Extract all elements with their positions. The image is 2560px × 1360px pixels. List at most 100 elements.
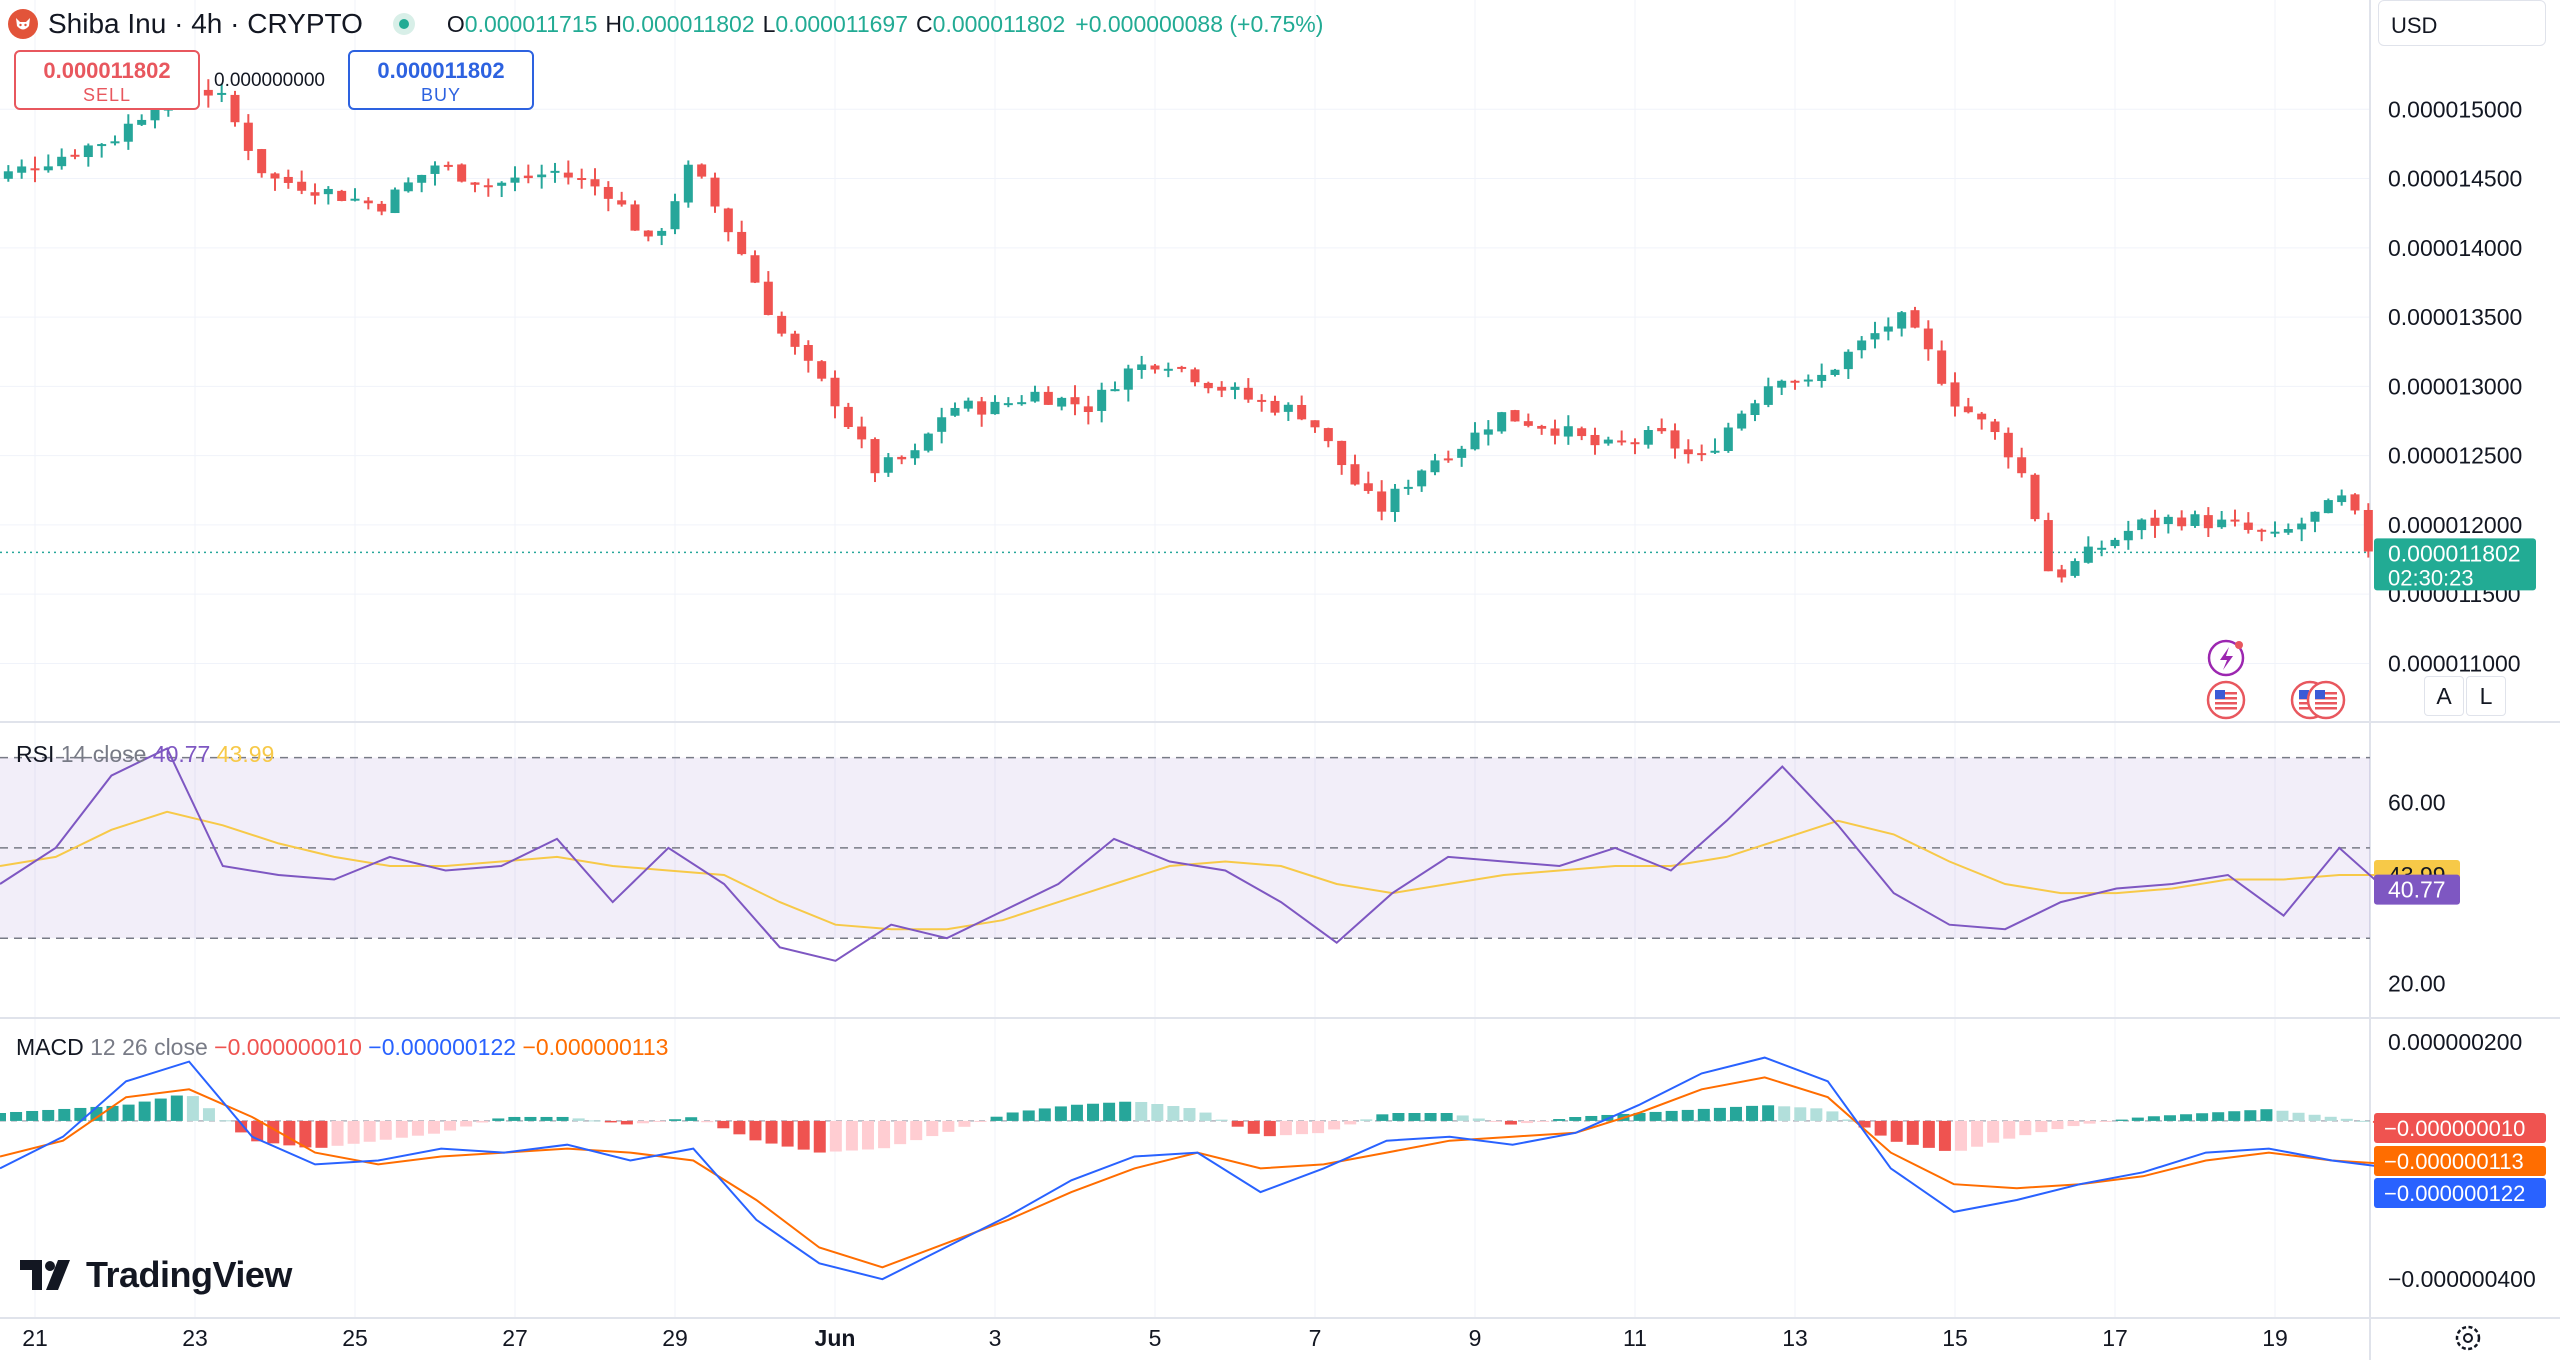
candle-body — [417, 174, 427, 183]
candle-body — [937, 417, 947, 432]
macd-histogram-bar — [2196, 1113, 2209, 1121]
macd-histogram-bar — [685, 1117, 698, 1121]
candle — [1083, 395, 1093, 425]
candle — [1883, 317, 1893, 341]
symbol-title[interactable]: Shiba Inu · 4h · CRYPTO — [48, 8, 363, 39]
candle-body — [1017, 402, 1027, 405]
macd-legend[interactable]: MACD 12 26 close −0.000000010 −0.0000001… — [16, 1034, 668, 1061]
candle-body — [1723, 427, 1733, 451]
candle-body — [883, 457, 893, 473]
candle-body — [1523, 421, 1533, 426]
macd-histogram-bar — [2115, 1119, 2128, 1121]
rsi-legend[interactable]: RSI 14 close 40.77 43.99 — [16, 741, 274, 768]
tradingview-logo[interactable]: TradingView — [20, 1254, 292, 1296]
candle — [550, 162, 560, 183]
candle-body — [1003, 403, 1013, 406]
candle — [2097, 540, 2107, 557]
macd-histogram-bar — [2276, 1110, 2289, 1121]
candle-body — [1630, 442, 1640, 445]
candle — [1963, 397, 1973, 414]
currency-select[interactable]: USD — [2378, 0, 2546, 46]
candle-body — [1270, 400, 1280, 413]
candle-body — [2003, 432, 2013, 458]
candle-body — [857, 426, 867, 440]
candle — [883, 453, 893, 477]
change-value: +0.000000088 (+0.75%) — [1075, 10, 1324, 37]
macd-histogram-bar — [1585, 1115, 1598, 1121]
candle-body — [43, 166, 53, 171]
macd-histogram-bar — [0, 1113, 6, 1121]
auto-scale-button[interactable]: A — [2424, 676, 2464, 716]
macd-histogram-bar — [2163, 1115, 2176, 1121]
symbol-legend: Shiba Inu · 4h · CRYPTO O 0.000011715 H 0.… — [8, 6, 1323, 42]
rsi-ma-value: 43.99 — [216, 741, 275, 767]
candle — [830, 370, 840, 419]
candle-body — [1403, 486, 1413, 489]
candle — [750, 250, 760, 284]
macd-histogram-bar — [2324, 1116, 2337, 1121]
settings-gear-icon[interactable] — [2455, 1325, 2481, 1351]
open-value: 0.000011715 — [464, 10, 598, 37]
candle-body — [830, 377, 840, 407]
candle — [1243, 378, 1253, 403]
macd-histogram-bar — [1263, 1120, 1276, 1137]
candle — [977, 396, 987, 427]
macd-histogram-bar — [701, 1120, 714, 1123]
log-scale-button[interactable]: L — [2466, 676, 2506, 716]
candlestick-series[interactable] — [3, 75, 2373, 583]
macd-histogram-bar — [2099, 1120, 2112, 1122]
macd-histogram-bar — [1488, 1120, 1501, 1122]
candle-body — [2283, 529, 2293, 533]
macd-histogram-bar — [202, 1108, 215, 1121]
tradingview-wordmark: TradingView — [86, 1254, 292, 1295]
candle — [1483, 420, 1493, 446]
macd-axis-tick-label: 0.000000200 — [2388, 1029, 2522, 1055]
candle-body — [497, 182, 507, 186]
candle-body — [1923, 328, 1933, 350]
candle — [777, 311, 787, 337]
candle-body — [1337, 440, 1347, 466]
candle-body — [1963, 406, 1973, 413]
candle-body — [1737, 413, 1747, 429]
macd-histogram-bar — [1408, 1113, 1421, 1121]
candle-body — [230, 94, 240, 123]
candle — [1910, 306, 1920, 329]
candle — [470, 182, 480, 193]
candle-body — [1710, 450, 1720, 453]
candle — [1737, 410, 1747, 431]
candle — [1403, 479, 1413, 495]
candle-body — [483, 185, 493, 188]
candle — [1043, 386, 1053, 405]
candle-body — [1163, 368, 1173, 371]
candle — [2043, 512, 2053, 572]
candle-body — [1910, 310, 1920, 328]
time-axis-tick-label: 25 — [342, 1325, 368, 1351]
macd-hist-badge — [2374, 1113, 2546, 1143]
macd-histogram-bar — [122, 1104, 135, 1121]
price-axis-tick-label: 0.000015000 — [2388, 96, 2522, 122]
candle-body — [1150, 365, 1160, 370]
buy-button[interactable]: 0.000011802 BUY — [348, 50, 534, 110]
candle — [963, 397, 973, 412]
macd-histogram-bar — [1183, 1108, 1196, 1121]
macd-histogram-bar — [958, 1120, 971, 1127]
macd-histogram-bar — [1006, 1112, 1019, 1121]
macd-histogram-bar — [395, 1120, 408, 1138]
candle — [1457, 445, 1467, 467]
candle-body — [1537, 425, 1547, 429]
macd-histogram-bar — [1729, 1106, 1742, 1121]
candle-body — [1043, 391, 1053, 405]
candle-body — [763, 281, 773, 315]
candle-body — [2137, 519, 2147, 531]
candle-body — [1350, 464, 1360, 485]
sell-button[interactable]: 0.000011802 SELL — [14, 50, 200, 110]
candle-body — [2057, 569, 2067, 578]
candle — [83, 143, 93, 167]
time-axis-tick-label: 23 — [182, 1325, 208, 1351]
macd-histogram-bar — [26, 1110, 39, 1121]
candle — [483, 178, 493, 197]
candle-body — [2323, 500, 2333, 514]
macd-histogram-bar — [1504, 1120, 1517, 1125]
candle — [950, 402, 960, 417]
